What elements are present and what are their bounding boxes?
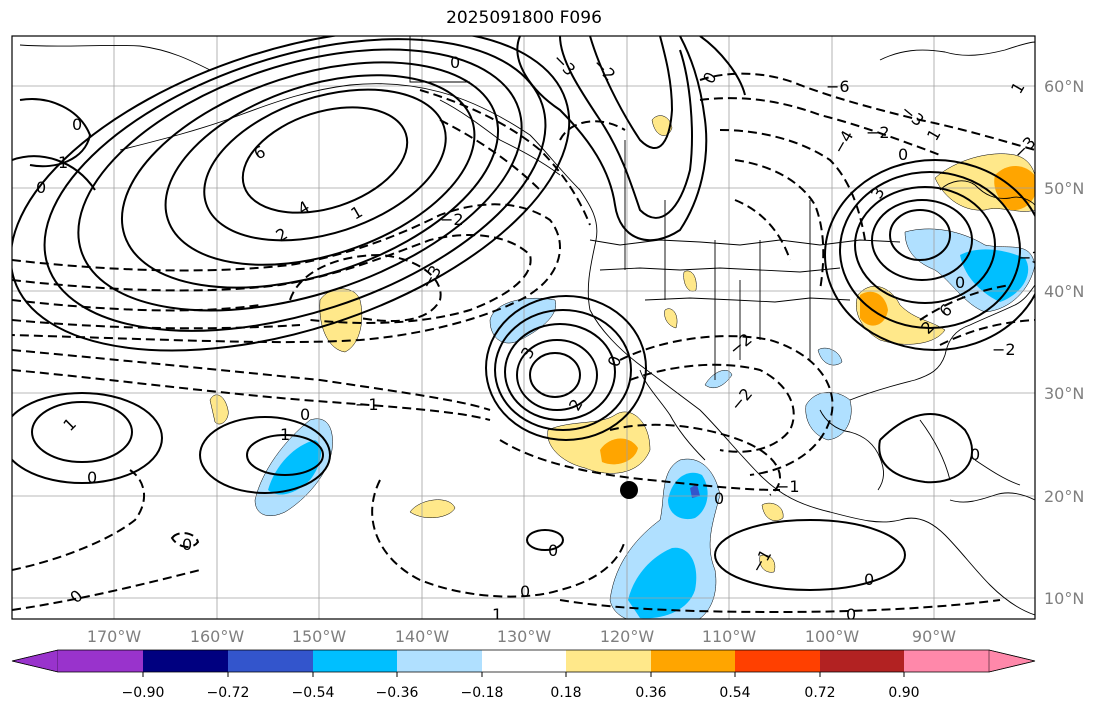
lon-label: 100°W (805, 627, 860, 646)
positive-anomaly-area (409, 499, 456, 519)
lon-label: 170°W (87, 627, 142, 646)
contour-label: 0 (548, 541, 558, 560)
storm-center-marker (620, 481, 638, 499)
colorbar: −0.90 −0.72 −0.54 −0.36 −0.18 0.18 0.36 … (11, 649, 1036, 701)
contour-label: −2 (866, 123, 890, 142)
contour-label: 0 (520, 582, 530, 601)
lat-label: 30°N (1044, 384, 1084, 403)
lon-label: 150°W (292, 627, 347, 646)
positive-anomaly-area (664, 308, 678, 329)
colorbar-outline (11, 649, 1036, 673)
contour-label: 1 (492, 605, 502, 624)
colorbar-segment (11, 649, 59, 673)
lat-label: 50°N (1044, 179, 1084, 198)
contour-label: −2 (992, 340, 1016, 359)
colorbar-segment (397, 650, 482, 672)
contour-label: 0 (970, 445, 980, 464)
positive-anomaly-area (683, 270, 697, 292)
colorbar-segment (651, 650, 735, 672)
colorbar-tick-label: 0.36 (635, 685, 666, 701)
lon-label: 90°W (912, 627, 956, 646)
contour-label: −1 (355, 395, 379, 414)
contour-label: 0 (87, 468, 97, 487)
colorbar-segment (904, 650, 989, 672)
map-title: 2025091800 F096 (446, 8, 602, 28)
lon-label: 160°W (190, 627, 245, 646)
positive-anomaly-area (759, 554, 776, 573)
negative-anomaly-area (960, 249, 1029, 302)
colorbar-segment (988, 649, 1036, 673)
colorbar-tick-label: −0.72 (207, 685, 250, 701)
positive-anomaly-area (600, 438, 638, 465)
colorbar-tick-label: 0.90 (888, 685, 919, 701)
colorbar-segment (143, 650, 228, 672)
contour-label: 0 (72, 115, 82, 134)
contour-label: −6 (826, 77, 850, 96)
latitude-labels: 60°N 50°N 40°N 30°N 20°N 10°N (1044, 77, 1084, 608)
contour-label: 0 (864, 570, 874, 589)
positive-anomaly-area (651, 115, 673, 136)
contour-label: −3 (1018, 248, 1042, 267)
colorbar-segment (566, 650, 651, 672)
negative-anomaly-area (628, 547, 697, 619)
colorbar-segment (820, 650, 904, 672)
negative-anomaly-area (690, 484, 700, 498)
map-frame (11, 35, 1036, 620)
positive-contours (12, 36, 1035, 591)
colorbar-tick-label: 0.18 (550, 685, 581, 701)
lon-label: 120°W (600, 627, 655, 646)
colorbar-segment (228, 650, 313, 672)
lat-label: 10°N (1044, 589, 1084, 608)
negative-anomaly-area (817, 347, 843, 366)
contour-label: 0 (182, 535, 192, 554)
colorbar-tick-label: −0.54 (292, 685, 335, 701)
contour-label: 0 (36, 178, 46, 197)
negative-anomaly-area (805, 392, 852, 441)
contour-label: −1 (776, 477, 800, 496)
contour-label: 1 (58, 153, 68, 172)
contour-label: 0 (846, 605, 856, 624)
colorbar-tick-marks (142, 672, 905, 677)
lat-label: 20°N (1044, 487, 1084, 506)
positive-anomaly-area (860, 291, 888, 326)
colorbar-segment (313, 650, 397, 672)
colorbar-tick-label: 0.72 (804, 685, 835, 701)
longitude-labels: 170°W 160°W 150°W 140°W 130°W 120°W 110°… (87, 627, 956, 646)
colorbar-segment (58, 650, 143, 672)
contour-label: −2 (440, 210, 464, 229)
lat-label: 60°N (1044, 77, 1084, 96)
negative-anomaly-area (704, 370, 733, 389)
contour-label: 0 (300, 405, 310, 424)
positive-anomaly-area (209, 394, 229, 425)
lon-label: 130°W (497, 627, 552, 646)
negative-anomaly-area (268, 440, 322, 495)
positive-anomaly-area (761, 502, 784, 521)
lon-label: 110°W (702, 627, 757, 646)
colorbar-segment (735, 650, 820, 672)
colorbar-tick-label: 0.54 (719, 685, 750, 701)
lat-label: 40°N (1044, 282, 1084, 301)
contour-label: 0 (450, 53, 460, 72)
contour-label: 0 (714, 489, 724, 508)
contour-label: 0 (955, 273, 965, 292)
contour-label: 0 (898, 145, 908, 164)
colorbar-tick-label: −0.36 (376, 685, 419, 701)
contour-label: 1 (280, 425, 290, 444)
negative-contours (12, 72, 1035, 614)
colorbar-tick-label: −0.90 (122, 685, 165, 701)
colorbar-segment (482, 650, 566, 672)
colorbar-tick-label: −0.18 (461, 685, 504, 701)
lon-label: 140°W (395, 627, 450, 646)
colorbar-tick-labels: −0.90 −0.72 −0.54 −0.36 −0.18 0.18 0.36 … (122, 685, 920, 701)
